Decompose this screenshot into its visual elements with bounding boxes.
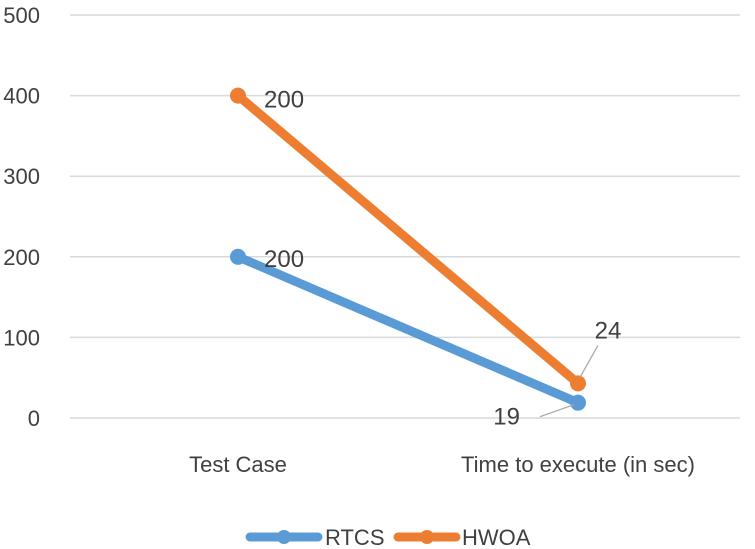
y-tick-label: 0 bbox=[28, 406, 40, 431]
data-label-rtcs: 19 bbox=[493, 404, 520, 431]
x-tick-label: Time to execute (in sec) bbox=[461, 452, 695, 477]
y-tick-label: 300 bbox=[3, 164, 40, 189]
grid-lines bbox=[70, 14, 740, 419]
leader-line-rtcs bbox=[539, 404, 575, 418]
legend-label-rtcs: RTCS bbox=[325, 525, 385, 549]
x-tick-label: Test Case bbox=[189, 452, 287, 477]
y-tick-label: 200 bbox=[3, 245, 40, 270]
legend: RTCS HWOA bbox=[245, 525, 531, 549]
series-line-hwoa bbox=[233, 91, 583, 388]
data-point-hwoa bbox=[230, 87, 246, 104]
y-tick-label: 100 bbox=[3, 325, 40, 350]
data-label-hwoa: 24 bbox=[595, 317, 622, 344]
legend-label-hwoa: HWOA bbox=[462, 525, 531, 549]
legend-marker-rtcs bbox=[277, 530, 291, 544]
y-axis-ticks: 0 100 200 300 400 500 bbox=[3, 3, 40, 431]
data-label-rtcs: 200 bbox=[264, 246, 304, 273]
data-point-hwoa bbox=[570, 375, 586, 392]
data-label-hwoa: 200 bbox=[264, 87, 304, 114]
series-line-rtcs bbox=[233, 252, 583, 408]
y-tick-label: 500 bbox=[3, 3, 40, 28]
leader-line-hwoa bbox=[579, 345, 599, 378]
data-point-rtcs bbox=[570, 394, 586, 411]
series-lines bbox=[230, 87, 586, 411]
x-axis-ticks: Test Case Time to execute (in sec) bbox=[189, 452, 695, 477]
data-labels: 200 19 200 24 bbox=[264, 87, 621, 431]
y-tick-label: 400 bbox=[3, 84, 40, 109]
data-point-rtcs bbox=[230, 248, 246, 265]
legend-marker-hwoa bbox=[420, 530, 434, 544]
